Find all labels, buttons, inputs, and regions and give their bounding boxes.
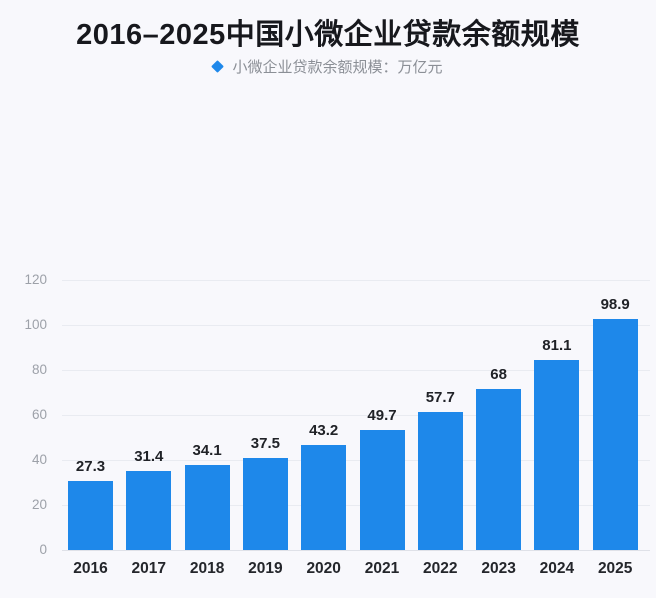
x-tick-label-2022: 2022 xyxy=(423,560,458,577)
gridline xyxy=(62,325,650,326)
bar-value-label: 98.9 xyxy=(600,296,630,314)
bar-2017[interactable] xyxy=(126,471,172,550)
chart-legend[interactable]: 小微企业贷款余额规模：万亿元 xyxy=(0,56,656,76)
x-axis-line xyxy=(62,550,650,551)
y-tick-label: 0 xyxy=(39,542,47,557)
bar-2019[interactable] xyxy=(242,457,288,550)
gridline xyxy=(62,505,650,506)
bar-2018[interactable] xyxy=(184,465,230,550)
x-tick-label-2024: 2024 xyxy=(539,560,575,577)
x-tick-label-2023: 2023 xyxy=(481,560,516,577)
bar-value-label: 68 xyxy=(490,366,507,383)
bar-value-label: 31.4 xyxy=(134,448,164,466)
y-tick-label: 120 xyxy=(24,272,47,287)
bar-value-label: 37.5 xyxy=(250,434,280,452)
bar-2020[interactable] xyxy=(301,444,347,550)
y-tick-label: 60 xyxy=(31,407,47,422)
x-tick-label-2016: 2016 xyxy=(73,560,108,577)
gridline xyxy=(62,460,650,461)
y-tick-label: 100 xyxy=(24,317,47,332)
bar-2021[interactable] xyxy=(359,430,405,550)
x-tick-label-2025: 2025 xyxy=(597,560,633,577)
chart-title: 2016–2025中国小微企业贷款余额规模 xyxy=(76,19,580,51)
gridline xyxy=(62,415,650,416)
x-tick-label-2021: 2021 xyxy=(364,560,400,577)
bar-2022[interactable] xyxy=(417,412,463,550)
x-tick-label-2018: 2018 xyxy=(189,560,225,577)
bar-value-label: 81.1 xyxy=(542,336,572,354)
bar-value-label: 34.1 xyxy=(192,442,222,460)
legend-label: 小微企业贷款余额规模：万亿元 xyxy=(232,58,443,76)
bar-2016[interactable] xyxy=(68,480,113,550)
y-tick-label: 20 xyxy=(31,497,47,512)
x-tick-label-2019: 2019 xyxy=(248,560,283,577)
bar-2023[interactable] xyxy=(476,389,522,550)
bar-value-label: 43.2 xyxy=(309,421,339,439)
bar-2025[interactable] xyxy=(592,319,638,550)
gridline xyxy=(62,280,650,281)
x-tick-label-2020: 2020 xyxy=(306,560,341,577)
bar-2024[interactable] xyxy=(534,359,580,550)
bar-value-label: 57.7 xyxy=(425,389,455,407)
gridline xyxy=(62,370,650,371)
bar-value-label: 27.3 xyxy=(75,457,106,475)
x-tick-label-2017: 2017 xyxy=(131,560,167,577)
y-tick-label: 40 xyxy=(31,452,47,467)
y-tick-label: 80 xyxy=(31,362,47,377)
bar-value-label: 49.7 xyxy=(367,407,397,425)
